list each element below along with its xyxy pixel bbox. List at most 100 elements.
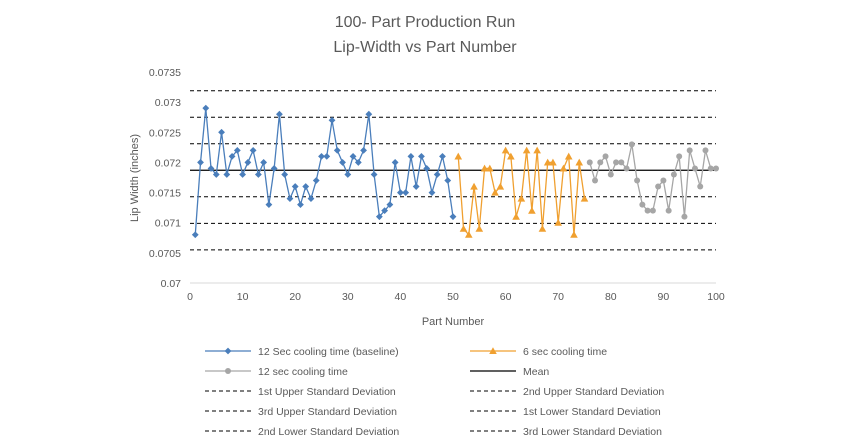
data-point <box>691 165 698 172</box>
y-axis-title: Lip Width (inches) <box>129 134 141 222</box>
data-point <box>570 230 578 238</box>
data-point <box>554 218 562 226</box>
data-point <box>397 189 404 196</box>
series-line <box>194 108 454 235</box>
legend-swatch-marker <box>224 347 232 355</box>
x-tick-label: 10 <box>237 291 249 303</box>
data-point <box>402 189 410 196</box>
data-point <box>318 153 325 160</box>
data-point <box>281 171 289 178</box>
data-point <box>676 153 683 160</box>
data-point <box>475 224 484 232</box>
data-point <box>244 159 252 166</box>
x-tick-label: 100 <box>707 291 725 303</box>
y-tick-label: 0.0735 <box>149 67 181 79</box>
data-point <box>276 110 283 118</box>
data-point <box>381 207 389 215</box>
data-point <box>644 207 651 214</box>
data-point <box>391 159 399 166</box>
data-point <box>265 201 273 209</box>
legend-label: 12 Sec cooling time (baseline) <box>258 346 399 358</box>
data-point <box>543 158 552 166</box>
data-point <box>207 165 215 172</box>
data-point <box>655 183 662 190</box>
data-point <box>365 110 373 118</box>
x-tick-label: 70 <box>552 291 564 303</box>
data-point <box>297 201 304 209</box>
data-point <box>549 158 557 166</box>
data-point <box>302 183 310 190</box>
legend-item: 2nd Lower Standard Deviation <box>205 426 399 438</box>
series-1 <box>191 104 457 239</box>
x-tick-label: 20 <box>289 291 301 303</box>
x-tick-label: 90 <box>658 291 670 303</box>
data-point <box>501 146 510 154</box>
legend-label: 3rd Upper Standard Deviation <box>258 406 397 418</box>
data-point <box>464 230 473 238</box>
data-point <box>512 212 520 220</box>
data-point <box>592 177 599 184</box>
legend-item: 12 sec cooling time <box>205 366 348 378</box>
data-point <box>428 189 436 196</box>
x-tick-label: 80 <box>605 291 617 303</box>
data-point <box>360 146 367 154</box>
data-point <box>665 207 672 214</box>
data-point <box>260 159 268 166</box>
data-point <box>480 164 489 172</box>
data-point <box>433 171 441 178</box>
reference-lines <box>190 90 716 251</box>
y-tick-label: 0.0715 <box>149 188 181 200</box>
data-point <box>559 164 568 172</box>
data-point <box>328 116 336 124</box>
series-3 <box>586 141 719 220</box>
data-point <box>449 213 457 221</box>
data-point <box>517 194 526 202</box>
data-point <box>623 165 630 172</box>
data-point <box>344 171 352 178</box>
data-point <box>538 224 547 232</box>
data-point <box>349 153 357 160</box>
data-point <box>412 183 420 190</box>
data-point <box>249 146 257 154</box>
data-point <box>454 152 463 160</box>
data-point <box>470 182 478 190</box>
legend: 12 Sec cooling time (baseline) 6 sec cool… <box>205 346 664 438</box>
data-point <box>218 128 225 136</box>
legend-label: 3rd Lower Standard Deviation <box>523 426 662 438</box>
data-point <box>507 152 515 160</box>
data-point <box>439 153 446 160</box>
chart-title-line2: Lip-Width vs Part Number <box>333 39 517 56</box>
data-point <box>522 146 531 154</box>
data-point <box>618 159 625 166</box>
data-point <box>418 153 425 160</box>
legend-item: 6 sec cooling time <box>470 346 607 358</box>
legend-item: 3rd Upper Standard Deviation <box>205 406 397 418</box>
data-point <box>491 188 499 196</box>
legend-label: 1st Lower Standard Deviation <box>523 406 661 418</box>
data-point <box>254 171 262 178</box>
axes: 0 10 20 30 40 50 60 70 80 90 100 0.07 0.0705 0.071 0.0… <box>149 67 725 303</box>
data-point <box>702 147 709 154</box>
legend-item: 3rd Lower Standard Deviation <box>470 426 662 438</box>
data-point <box>339 159 346 166</box>
data-point <box>223 171 231 178</box>
data-point <box>333 146 341 154</box>
data-point <box>634 177 641 184</box>
data-point <box>686 147 693 154</box>
series-line <box>589 144 716 217</box>
data-point <box>613 159 620 166</box>
data-point <box>670 171 677 178</box>
data-point <box>212 171 220 178</box>
series-2 <box>454 146 589 238</box>
data-point <box>386 201 394 209</box>
data-point <box>354 159 362 166</box>
data-point <box>486 164 494 172</box>
data-point <box>533 146 541 154</box>
x-tick-label: 0 <box>187 291 193 303</box>
legend-label: 12 sec cooling time <box>258 366 348 378</box>
y-tick-label: 0.073 <box>155 97 181 109</box>
x-tick-label: 50 <box>447 291 459 303</box>
data-point <box>197 159 204 166</box>
legend-item: Mean <box>470 366 549 378</box>
data-point <box>496 182 505 190</box>
